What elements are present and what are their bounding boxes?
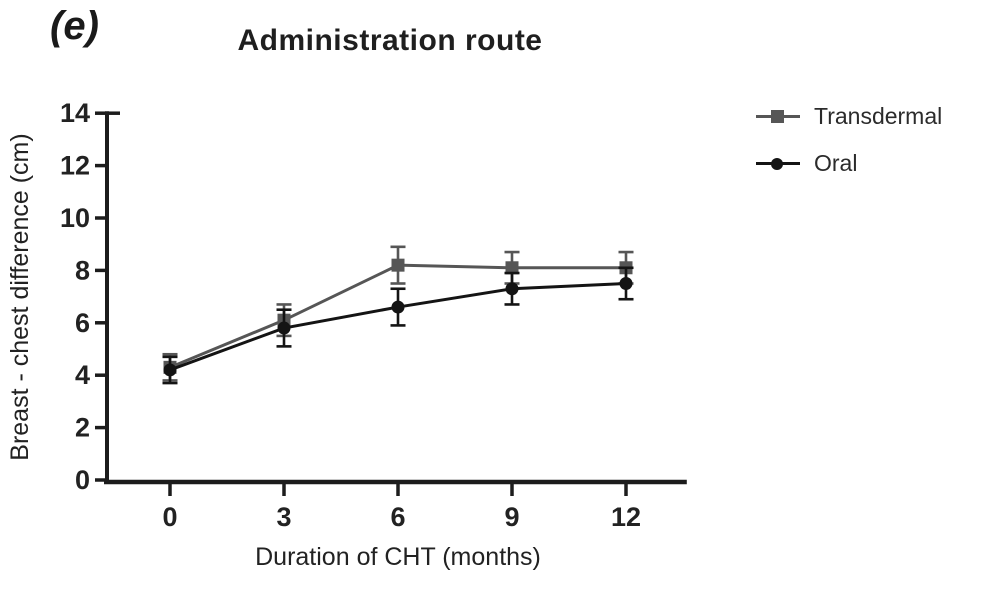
legend-item-transdermal: Transdermal — [756, 103, 942, 130]
marker-oral — [163, 363, 177, 377]
x-tick-label: 12 — [611, 502, 641, 532]
y-tick-label: 0 — [75, 465, 90, 495]
x-tick-label: 0 — [162, 502, 177, 532]
x-tick-label: 3 — [276, 502, 291, 532]
y-tick-label: 2 — [75, 413, 90, 443]
y-tick-label: 12 — [60, 151, 90, 181]
legend-item-oral: Oral — [756, 150, 942, 177]
y-tick-label: 14 — [60, 98, 90, 128]
marker-oral — [391, 300, 405, 314]
y-tick-label: 8 — [75, 255, 90, 285]
chart-title: Administration route — [237, 24, 543, 57]
marker-transdermal — [505, 261, 519, 275]
transdermal-marker-icon — [756, 110, 800, 124]
marker-oral — [505, 282, 519, 296]
legend-label-oral: Oral — [814, 150, 858, 176]
y-tick-label: 10 — [60, 203, 90, 233]
x-tick-label: 6 — [390, 502, 405, 532]
marker-transdermal — [391, 258, 405, 272]
panel-label: (e) — [50, 4, 99, 48]
y-axis-label: Breast - chest difference (cm) — [6, 133, 34, 460]
marker-oral — [277, 321, 291, 335]
marker-oral — [619, 277, 633, 290]
oral-marker-icon — [756, 157, 800, 171]
x-tick-label: 9 — [504, 502, 519, 532]
y-tick-label: 4 — [75, 360, 90, 390]
x-axis-label: Duration of CHT (months) — [255, 543, 541, 571]
y-tick-label: 6 — [75, 308, 90, 338]
legend-label-transdermal: Transdermal — [814, 103, 943, 129]
legend: Transdermal Oral — [756, 103, 942, 177]
